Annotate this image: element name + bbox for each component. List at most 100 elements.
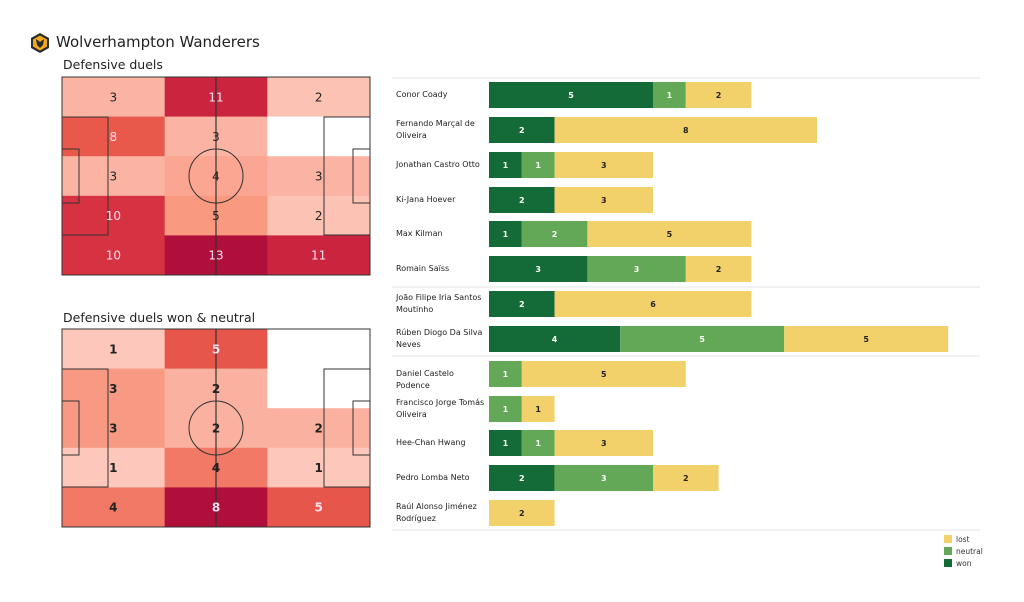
player-name: Francisco Jorge Tomás Oliveira: [396, 398, 485, 419]
heatmap-value: 3: [212, 130, 220, 144]
heatmap-value: 2: [314, 422, 322, 436]
bar-neutral: [587, 256, 686, 282]
heatmap-cell: [267, 235, 371, 276]
heatmap-cell: [62, 329, 166, 370]
legend-label-lost: lost: [956, 535, 970, 544]
bar-label-lost: 2: [519, 509, 525, 518]
heatmap-value: 2: [315, 209, 323, 223]
heatmap-1-title: Defensive duels: [63, 57, 163, 72]
legend-label-won: won: [956, 559, 972, 568]
heatmap-defensive-duels-won-neutral: 1 5 3 2 3 2 2 1 4 1 4 8 5: [61, 328, 371, 528]
heatmap-value: 3: [315, 170, 323, 184]
bar-won: [489, 430, 522, 456]
heatmap-value: 1: [109, 342, 117, 356]
bar-label-won: 4: [552, 335, 558, 344]
bar-label-lost: 5: [601, 370, 607, 379]
bar-label-neutral: 3: [601, 474, 607, 483]
heatmap-value: 4: [212, 461, 220, 475]
bar-label-won: 2: [519, 474, 525, 483]
heatmap-value: 11: [311, 249, 326, 263]
left-six-yard-box: [61, 148, 80, 204]
bar-label-neutral: 5: [699, 335, 705, 344]
heatmap-value: 4: [109, 501, 117, 515]
heatmap-value: 3: [110, 90, 118, 104]
heatmap-value: 3: [110, 170, 118, 184]
bar-lost: [554, 187, 653, 213]
heatmap-value: 5: [314, 501, 322, 515]
bar-lost: [554, 430, 653, 456]
player-name: João Filipe Iria Santos Moutinho: [396, 293, 482, 314]
player-name: Pedro Lomba Neto: [396, 473, 470, 482]
bar-won: [489, 187, 555, 213]
bar-label-won: 2: [519, 196, 525, 205]
heatmap-value: 8: [110, 130, 118, 144]
heatmap-value: 5: [212, 209, 220, 223]
right-six-yard-box: [352, 400, 371, 456]
bar-won: [489, 465, 555, 491]
bar-label-neutral: 3: [634, 265, 640, 274]
bar-label-neutral: 1: [503, 370, 509, 379]
bar-label-won: 5: [568, 91, 574, 100]
heatmap-cell: [62, 487, 166, 528]
bar-label-neutral: 1: [535, 439, 541, 448]
right-six-yard-box: [352, 148, 371, 204]
heatmap-value: 3: [109, 422, 117, 436]
heatmap-cell: [267, 329, 371, 370]
heatmap-value: 11: [208, 90, 223, 104]
heatmap-cell: [62, 235, 166, 276]
bar-neutral: [620, 326, 785, 352]
bar-neutral: [554, 465, 653, 491]
heatmap-2-title: Defensive duels won & neutral: [63, 310, 256, 325]
bar-won: [489, 117, 555, 143]
bar-neutral: [521, 221, 588, 247]
left-six-yard-box: [61, 400, 80, 456]
bar-neutral: [489, 361, 522, 387]
bar-label-lost: 5: [863, 335, 869, 344]
bar-won: [489, 326, 621, 352]
heatmap-value: 13: [208, 249, 223, 263]
bar-label-neutral: 2: [552, 230, 558, 239]
heatmap-value: 2: [212, 382, 220, 396]
player-name: Raúl Alonso Jiménez Rodríguez: [396, 502, 477, 523]
bar-lost: [587, 221, 752, 247]
bar-label-lost: 3: [601, 196, 607, 205]
bar-lost: [653, 465, 719, 491]
player-name: Ki-Jana Hoever: [396, 195, 456, 204]
legend-swatch-lost: [944, 535, 952, 543]
bar-lost: [521, 361, 686, 387]
player-name: Jonathan Castro Otto: [396, 160, 480, 169]
bar-lost: [685, 256, 752, 282]
bar-label-won: 1: [503, 230, 509, 239]
bar-lost: [554, 152, 653, 178]
centre-circle: [188, 400, 244, 456]
bar-won: [489, 256, 588, 282]
player-name: Romain Saïss: [396, 264, 450, 273]
bar-lost: [685, 82, 752, 108]
heatmap-value: 10: [106, 249, 121, 263]
player-name: Rúben Diogo Da Silva Neves: [396, 328, 483, 349]
bar-lost: [521, 396, 555, 422]
heatmap-cell: [267, 487, 371, 528]
bar-label-neutral: 1: [535, 161, 541, 170]
bar-label-neutral: 1: [667, 91, 673, 100]
heatmap-value: 2: [315, 90, 323, 104]
heatmap-value: 1: [314, 461, 322, 475]
bar-neutral: [521, 430, 555, 456]
bar-neutral: [489, 396, 522, 422]
player-name: Fernando Marçal de Oliveira: [396, 119, 475, 140]
heatmap-value: 8: [212, 501, 220, 515]
bar-label-neutral: 1: [503, 405, 509, 414]
legend-swatch-neutral: [944, 547, 952, 555]
bar-won: [489, 291, 555, 317]
heatmap-value: 10: [106, 209, 121, 223]
bar-label-lost: 6: [650, 300, 656, 309]
bar-label-won: 2: [519, 300, 525, 309]
bar-lost: [554, 291, 752, 317]
bar-label-lost: 3: [601, 439, 607, 448]
player-name: Daniel Castelo Podence: [396, 369, 454, 390]
bar-label-won: 3: [535, 265, 541, 274]
bar-label-lost: 2: [716, 265, 722, 274]
centre-circle: [188, 148, 244, 204]
heatmap-cell: [267, 77, 371, 118]
bar-neutral: [521, 152, 555, 178]
